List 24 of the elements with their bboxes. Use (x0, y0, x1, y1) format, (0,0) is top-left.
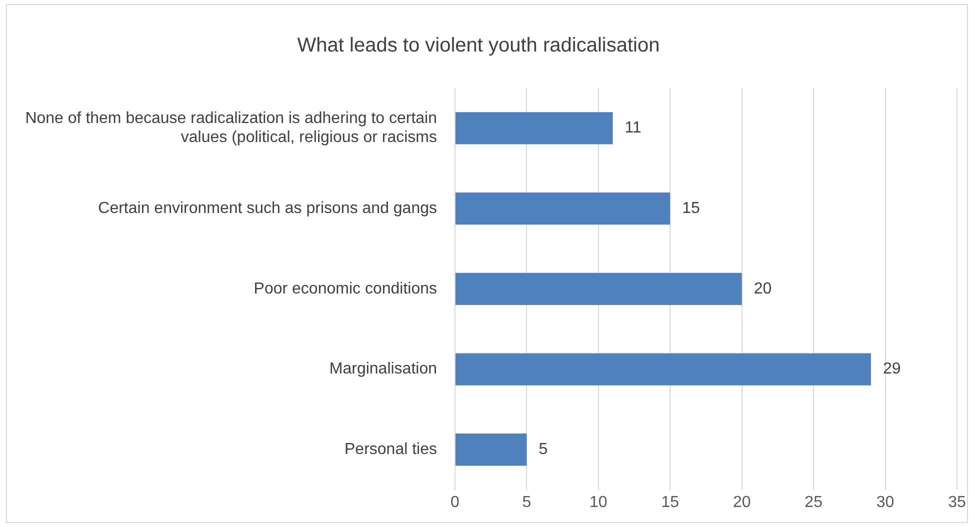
data-label: 20 (754, 280, 772, 298)
bar (456, 112, 613, 144)
y-tick-label: Marginalisation (329, 360, 437, 378)
data-label: 15 (682, 200, 700, 217)
y-tick-label: Personal ties (344, 441, 437, 458)
x-tick-label: 30 (876, 494, 894, 511)
chart-title: What leads to violent youth radicalisation (297, 34, 660, 57)
bar (456, 192, 670, 225)
x-tick-label: 35 (948, 494, 966, 511)
y-tick-label: None of them because radicalization is adhering to certain values (political, religious or racisms (25, 110, 437, 146)
data-label: 29 (882, 360, 901, 378)
x-tick-label: 0 (450, 494, 460, 511)
bar (456, 434, 527, 466)
bar (456, 353, 871, 386)
y-tick-label: Certain environment such as prisons and gangs (98, 200, 437, 217)
x-tick-label: 10 (590, 494, 608, 511)
x-tick-label: 5 (522, 494, 532, 511)
bar (456, 272, 742, 305)
x-tick-label: 25 (804, 494, 823, 511)
data-label: 11 (624, 120, 642, 137)
y-tick-label: Poor economic conditions (254, 280, 437, 298)
x-tick-label: 20 (732, 494, 751, 511)
x-tick-label: 15 (661, 494, 680, 511)
data-label: 5 (538, 441, 548, 458)
